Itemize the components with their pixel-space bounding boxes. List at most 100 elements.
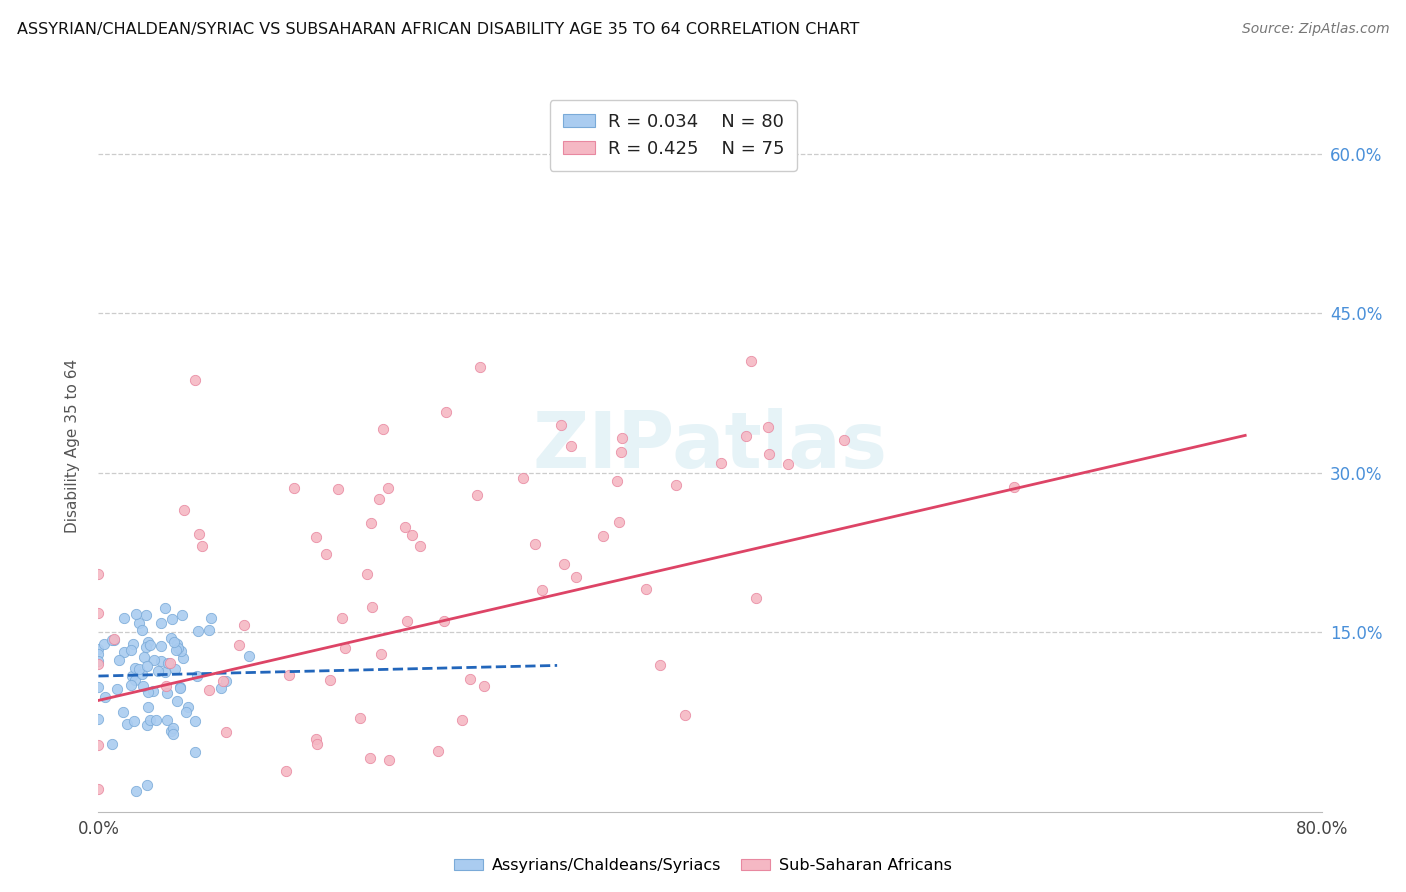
Point (124, 661, 146, 675)
Point (159, 657, 181, 671)
Point (162, 722, 184, 736)
Point (758, 447, 780, 461)
Point (136, 634, 159, 648)
Point (232, 618, 254, 632)
Point (553, 558, 575, 572)
Point (138, 685, 160, 699)
Y-axis label: Disability Age 35 to 64: Disability Age 35 to 64 (65, 359, 80, 533)
Point (512, 470, 534, 484)
Text: ASSYRIAN/CHALDEAN/SYRIAC VS SUBSAHARAN AFRICAN DISABILITY AGE 35 TO 64 CORRELATI: ASSYRIAN/CHALDEAN/SYRIAC VS SUBSAHARAN A… (17, 22, 859, 37)
Point (734, 429, 756, 443)
Point (87, 647, 110, 661)
Point (125, 607, 148, 621)
Point (434, 405, 457, 419)
Point (408, 540, 430, 554)
Point (163, 662, 186, 676)
Point (160, 611, 183, 625)
Point (135, 778, 157, 792)
Point (305, 530, 328, 544)
Point (198, 683, 221, 698)
Point (87, 782, 110, 797)
Point (377, 482, 399, 496)
Point (150, 655, 173, 669)
Point (103, 632, 125, 647)
Point (177, 700, 200, 714)
Point (159, 724, 181, 739)
Point (359, 751, 381, 765)
Point (370, 647, 392, 661)
Point (136, 700, 159, 714)
Point (153, 600, 176, 615)
Point (142, 684, 165, 698)
Point (315, 547, 337, 561)
Point (307, 738, 329, 752)
Point (465, 488, 488, 502)
Point (648, 658, 671, 673)
Point (136, 659, 159, 673)
Point (153, 665, 176, 680)
Point (470, 359, 492, 374)
Point (610, 431, 633, 445)
Point (163, 635, 186, 649)
Point (165, 642, 187, 657)
Point (103, 632, 125, 646)
Point (427, 744, 450, 758)
Point (135, 640, 157, 654)
Point (157, 656, 180, 670)
Point (333, 640, 356, 655)
Point (636, 582, 658, 597)
Point (170, 608, 193, 623)
Point (87, 567, 110, 582)
Point (139, 639, 162, 653)
Point (87, 654, 110, 668)
Point (550, 418, 572, 433)
Point (740, 354, 762, 368)
Point (191, 539, 214, 553)
Point (131, 667, 153, 681)
Point (665, 478, 688, 492)
Point (150, 615, 173, 630)
Point (215, 673, 238, 688)
Point (433, 614, 456, 628)
Point (349, 711, 371, 725)
Point (121, 637, 143, 651)
Point (451, 713, 474, 727)
Point (200, 610, 222, 624)
Point (112, 705, 135, 719)
Point (396, 614, 419, 628)
Point (87, 738, 110, 752)
Point (326, 482, 349, 496)
Point (128, 616, 150, 631)
Point (530, 582, 553, 597)
Point (283, 481, 305, 495)
Point (138, 713, 160, 727)
Point (215, 724, 238, 739)
Point (198, 623, 221, 637)
Point (87, 657, 110, 671)
Point (155, 679, 177, 693)
Point (274, 764, 297, 779)
Point (172, 651, 194, 665)
Point (209, 681, 232, 695)
Point (560, 439, 582, 453)
Point (117, 717, 139, 731)
Point (173, 503, 195, 517)
Point (120, 678, 142, 692)
Point (524, 537, 547, 551)
Point (121, 669, 143, 683)
Point (238, 648, 260, 663)
Point (87, 713, 110, 727)
Point (159, 632, 181, 646)
Point (156, 686, 179, 700)
Text: Source: ZipAtlas.com: Source: ZipAtlas.com (1241, 22, 1389, 37)
Point (373, 421, 395, 435)
Legend: Assyrians/Chaldeans/Syriacs, Sub-Saharan Africans: Assyrians/Chaldeans/Syriacs, Sub-Saharan… (447, 852, 959, 880)
Point (174, 705, 197, 719)
Point (186, 669, 208, 683)
Text: ZIPatlas: ZIPatlas (533, 408, 887, 484)
Point (368, 491, 391, 506)
Point (87, 641, 110, 656)
Point (184, 714, 207, 728)
Point (170, 644, 193, 658)
Point (277, 667, 299, 681)
